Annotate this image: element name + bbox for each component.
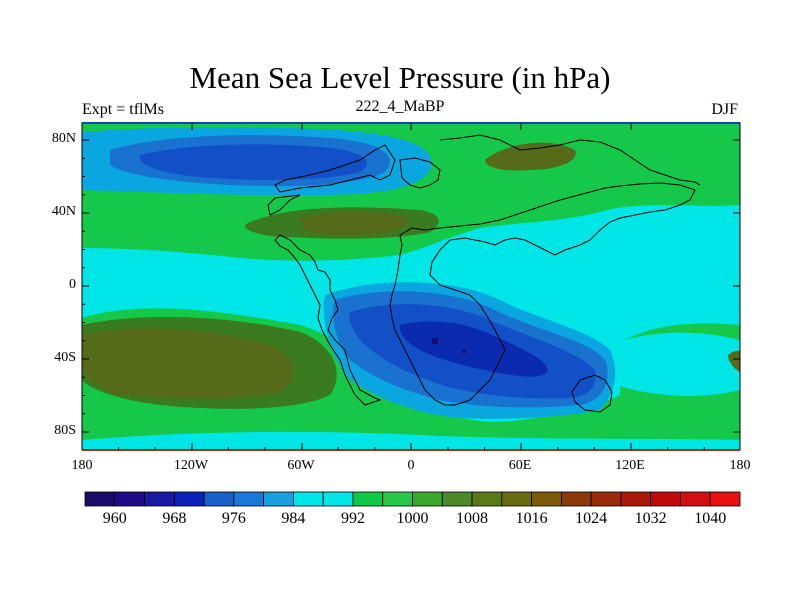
- contour-dark-olive-pacific: [82, 328, 294, 399]
- colorbar-swatch: [680, 491, 711, 507]
- contour-navy-spot: [462, 350, 466, 353]
- colorbar-swatch: [412, 491, 443, 507]
- colorbar-swatch: [322, 491, 354, 507]
- contour-olive-east-pacific: [728, 350, 740, 372]
- map-title: Mean Sea Level Pressure (in hPa): [189, 60, 611, 95]
- coastlines: [267, 134, 701, 413]
- colorbar-swatch: [620, 491, 652, 507]
- colorbar-label: 1000: [396, 510, 429, 527]
- colorbar-swatch: [501, 491, 532, 507]
- contour-cyan-south: [82, 431, 740, 450]
- lat-label-80s: 80S: [54, 423, 76, 438]
- lat-label-0: 0: [69, 277, 76, 292]
- lon-label-60e: 60E: [508, 458, 532, 473]
- colorbar-swatch: [531, 491, 562, 507]
- colorbar-swatch: [471, 491, 503, 507]
- colorbar-swatch: [173, 491, 205, 507]
- lon-label-180e: 180: [729, 458, 751, 473]
- lat-label-40n: 40N: [51, 204, 76, 219]
- lon-label-120w: 120W: [173, 458, 209, 473]
- lon-label-120e: 120E: [615, 458, 645, 473]
- colorbar-swatch: [114, 491, 145, 507]
- lat-label-80n: 80N: [51, 131, 76, 146]
- coast-australia: [571, 374, 613, 413]
- experiment-label: Expt = tflMs: [82, 101, 164, 118]
- pressure-field: [82, 123, 740, 450]
- contour-deep-blue-south: [399, 321, 548, 377]
- colorbar-swatch: [560, 491, 592, 507]
- colorbar: [84, 491, 741, 507]
- colorbar-label: 1008: [456, 510, 489, 527]
- colorbar-swatch: [650, 491, 681, 507]
- season-label: DJF: [711, 101, 738, 118]
- lon-label-0: 0: [407, 458, 415, 473]
- colorbar-swatch: [84, 491, 116, 507]
- contour-cyan-east: [600, 332, 740, 396]
- colorbar-swatch: [709, 491, 741, 507]
- colorbar-swatch: [293, 491, 324, 507]
- colorbar-label: 1040: [694, 510, 727, 527]
- contour-olive-asia: [485, 142, 576, 171]
- colorbar-label: 1016: [515, 510, 548, 527]
- lon-label-60w: 60W: [287, 458, 315, 473]
- colorbar-label: 968: [162, 510, 187, 527]
- colorbar-swatch: [352, 491, 384, 507]
- colorbar-swatch: [441, 491, 473, 507]
- contour-blue-north: [140, 144, 367, 180]
- coast-eurasia-africa: [389, 182, 696, 406]
- lat-label-40s: 40S: [54, 350, 76, 365]
- coast-asia-north: [439, 134, 701, 186]
- colorbar-swatch: [203, 491, 235, 507]
- colorbar-label: 960: [102, 510, 127, 527]
- lon-label-180w: 180: [71, 458, 93, 473]
- axis-ticks: [81, 123, 741, 450]
- colorbar-swatch: [590, 491, 622, 507]
- contour-dark-olive-atlantic: [300, 211, 408, 236]
- colorbar-label: 1032: [634, 510, 667, 527]
- colorbar-swatch: [382, 491, 413, 507]
- colorbar-swatch: [144, 491, 175, 507]
- coast-europe: [399, 157, 441, 189]
- colorbar-swatch: [233, 491, 265, 507]
- run-id-label: 222_4_MaBP: [355, 98, 445, 115]
- colorbar-label: 976: [221, 510, 246, 527]
- colorbar-swatch: [263, 491, 294, 507]
- contour-navy-center: [432, 338, 438, 344]
- colorbar-label: 1024: [575, 510, 608, 527]
- colorbar-label: 992: [340, 510, 365, 527]
- colorbar-label: 984: [281, 510, 306, 527]
- coast-americas: [267, 144, 396, 406]
